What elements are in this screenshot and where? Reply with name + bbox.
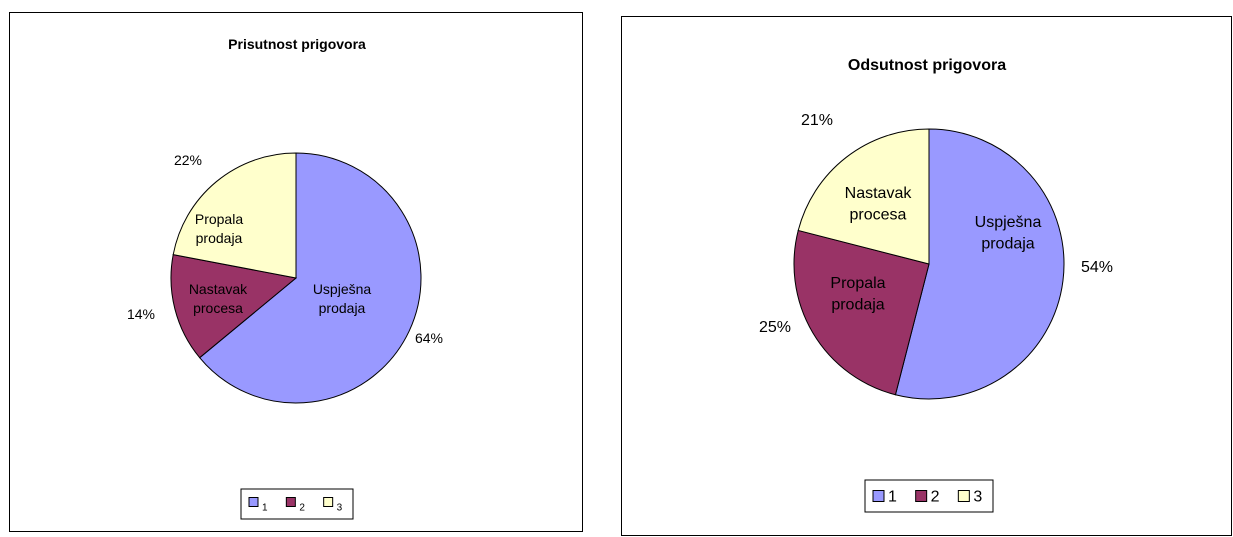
chart-title: Odsutnost prigovora — [848, 57, 1006, 74]
slice-label: prodaja — [196, 230, 243, 246]
legend-label: 3 — [973, 489, 982, 506]
percent-label: 14% — [127, 306, 155, 322]
legend-swatch — [323, 497, 334, 507]
percent-label: 21% — [801, 112, 833, 129]
slice-label: prodaja — [831, 297, 884, 314]
chart-odsutnost: Odsutnost prigovora Uspješna prodaja 54% Pr… — [621, 16, 1232, 536]
slice-label: prodaja — [319, 300, 366, 316]
slice-label: prodaja — [981, 236, 1034, 253]
percent-label: 22% — [174, 152, 202, 168]
pie-slice — [170, 253, 298, 359]
legend-label: 1 — [262, 503, 268, 514]
legend-swatch — [872, 490, 885, 502]
slice-label: Nastavak — [189, 281, 248, 297]
chart-prisutnost: Prisutnost prigovora Uspješna prodaja 64% N… — [9, 12, 583, 532]
legend-swatch — [957, 490, 970, 502]
pie-slice — [797, 128, 930, 265]
slice-label: Uspješna — [975, 214, 1042, 231]
legend-label: 3 — [337, 503, 343, 514]
percent-label: 54% — [1081, 259, 1113, 276]
legend-swatch — [248, 497, 259, 507]
slice-label: Nastavak — [845, 185, 913, 202]
percent-label: 25% — [759, 319, 791, 336]
legend-swatch — [285, 497, 296, 507]
slice-label: Propala — [195, 211, 243, 227]
legend-label: 1 — [888, 489, 897, 506]
slice-label: procesa — [193, 300, 243, 316]
chart-svg-left: Prisutnost prigovora Uspješna prodaja 64% N… — [127, 36, 443, 520]
chart-title: Prisutnost prigovora — [228, 36, 366, 52]
slice-label: Propala — [830, 275, 885, 292]
legend-label: 2 — [931, 489, 940, 506]
slice-label: Uspješna — [313, 281, 372, 297]
pie-slice — [198, 152, 422, 404]
legend — [864, 479, 994, 513]
slice-label: procesa — [850, 207, 907, 224]
pie-slice — [172, 152, 297, 279]
pie-slice — [793, 229, 930, 396]
legend-swatch — [915, 490, 928, 502]
pie-slice — [894, 128, 1065, 400]
chart-svg-right: Odsutnost prigovora Uspješna prodaja 54% Pr… — [759, 57, 1113, 513]
legend-label: 2 — [299, 503, 305, 514]
percent-label: 64% — [415, 330, 443, 346]
